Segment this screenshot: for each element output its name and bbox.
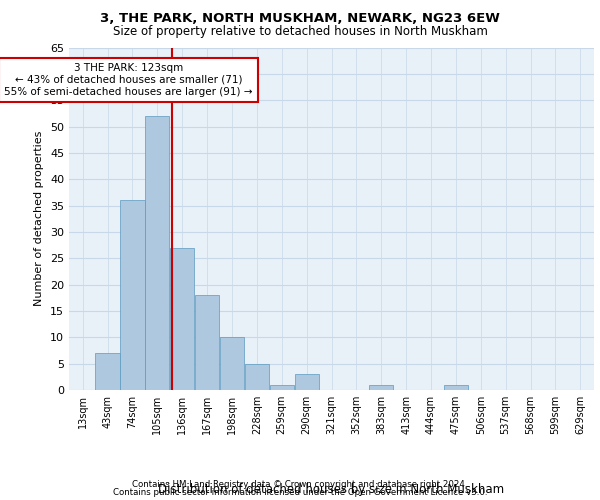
Text: Size of property relative to detached houses in North Muskham: Size of property relative to detached ho… bbox=[113, 25, 487, 38]
Text: Contains public sector information licensed under the Open Government Licence v3: Contains public sector information licen… bbox=[113, 488, 487, 497]
Bar bbox=[170, 248, 194, 390]
Bar bbox=[295, 374, 319, 390]
Text: 3, THE PARK, NORTH MUSKHAM, NEWARK, NG23 6EW: 3, THE PARK, NORTH MUSKHAM, NEWARK, NG23… bbox=[100, 12, 500, 26]
Bar bbox=[245, 364, 269, 390]
Bar bbox=[121, 200, 145, 390]
X-axis label: Distribution of detached houses by size in North Muskham: Distribution of detached houses by size … bbox=[158, 483, 505, 496]
Bar bbox=[95, 353, 119, 390]
Bar bbox=[444, 384, 468, 390]
Text: Contains HM Land Registry data © Crown copyright and database right 2024.: Contains HM Land Registry data © Crown c… bbox=[132, 480, 468, 489]
Bar bbox=[269, 384, 294, 390]
Bar bbox=[195, 295, 219, 390]
Bar bbox=[220, 338, 244, 390]
Y-axis label: Number of detached properties: Number of detached properties bbox=[34, 131, 44, 306]
Bar bbox=[369, 384, 394, 390]
Bar bbox=[145, 116, 169, 390]
Text: 3 THE PARK: 123sqm
← 43% of detached houses are smaller (71)
55% of semi-detache: 3 THE PARK: 123sqm ← 43% of detached hou… bbox=[4, 64, 253, 96]
